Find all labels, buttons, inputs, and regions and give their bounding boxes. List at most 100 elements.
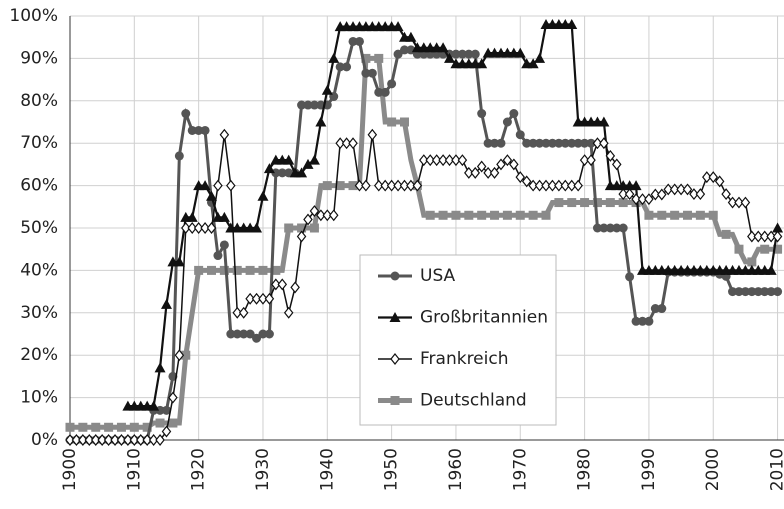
marker: [257, 190, 269, 201]
marker: [541, 210, 551, 220]
marker: [705, 214, 708, 217]
marker: [161, 405, 171, 415]
marker: [734, 287, 744, 297]
marker: [213, 179, 223, 192]
marker: [232, 329, 242, 339]
marker: [297, 223, 307, 233]
marker: [258, 292, 268, 305]
marker: [509, 158, 519, 171]
marker: [296, 167, 308, 178]
marker: [193, 222, 204, 234]
marker: [283, 306, 294, 319]
marker: [200, 125, 210, 135]
x-tick-label: 1930: [253, 448, 273, 491]
marker: [238, 306, 249, 319]
marker: [142, 434, 152, 446]
marker: [302, 158, 314, 169]
marker: [110, 434, 120, 446]
marker: [470, 166, 481, 179]
x-tick-label: 1990: [639, 448, 659, 491]
marker: [258, 329, 268, 339]
marker: [592, 223, 602, 233]
marker: [765, 264, 777, 275]
marker: [637, 193, 648, 206]
marker: [590, 201, 593, 204]
marker: [174, 151, 184, 161]
marker: [65, 434, 75, 446]
marker: [444, 52, 456, 63]
marker: [435, 214, 438, 217]
marker: [361, 179, 371, 192]
marker: [393, 49, 403, 59]
marker: [332, 184, 335, 187]
marker: [496, 138, 506, 148]
marker: [219, 265, 229, 275]
marker: [78, 434, 88, 446]
legend-label: Großbritannien: [420, 308, 548, 328]
marker: [97, 434, 107, 446]
x-tick-label: 1940: [317, 448, 337, 491]
marker: [328, 52, 340, 63]
marker: [514, 47, 526, 58]
marker: [618, 188, 628, 201]
marker: [586, 154, 596, 167]
marker: [374, 87, 384, 97]
marker: [303, 213, 313, 226]
marker: [186, 211, 198, 222]
marker: [451, 49, 461, 59]
legend-label: USA: [420, 266, 456, 286]
marker: [683, 210, 693, 220]
marker: [512, 214, 515, 217]
marker: [245, 292, 255, 305]
marker: [567, 138, 577, 148]
marker: [232, 265, 242, 275]
marker: [71, 434, 82, 446]
marker: [168, 391, 178, 404]
marker: [78, 422, 88, 432]
marker: [322, 181, 332, 191]
marker: [554, 138, 564, 148]
marker: [283, 154, 295, 165]
marker: [206, 190, 218, 201]
marker: [477, 210, 487, 220]
marker: [477, 109, 487, 119]
marker: [412, 179, 423, 192]
x-tick-label: 1920: [189, 448, 209, 491]
marker: [773, 244, 783, 254]
marker: [437, 42, 449, 53]
marker: [399, 179, 410, 192]
marker: [181, 109, 191, 119]
x-tick-label: 1900: [60, 448, 80, 491]
marker: [564, 201, 567, 204]
marker: [487, 214, 490, 217]
marker: [554, 198, 564, 208]
marker: [303, 100, 313, 110]
marker: [367, 68, 377, 78]
marker: [644, 193, 654, 206]
marker: [535, 138, 545, 148]
marker: [399, 117, 409, 127]
y-tick-label: 40%: [20, 260, 58, 280]
marker: [734, 196, 744, 209]
marker: [406, 179, 416, 192]
marker: [296, 230, 307, 243]
marker: [393, 179, 403, 192]
marker: [335, 137, 345, 150]
marker: [577, 201, 580, 204]
marker: [740, 196, 751, 209]
marker: [90, 434, 101, 446]
marker: [328, 209, 339, 222]
marker: [521, 175, 532, 188]
marker: [194, 265, 204, 275]
marker: [354, 179, 365, 192]
marker: [721, 229, 731, 239]
marker: [181, 222, 191, 234]
marker: [242, 269, 245, 272]
marker: [321, 84, 333, 95]
marker: [625, 272, 635, 282]
marker: [457, 154, 468, 167]
y-tick-label: 20%: [20, 345, 58, 365]
marker: [566, 18, 578, 29]
marker: [399, 45, 409, 55]
